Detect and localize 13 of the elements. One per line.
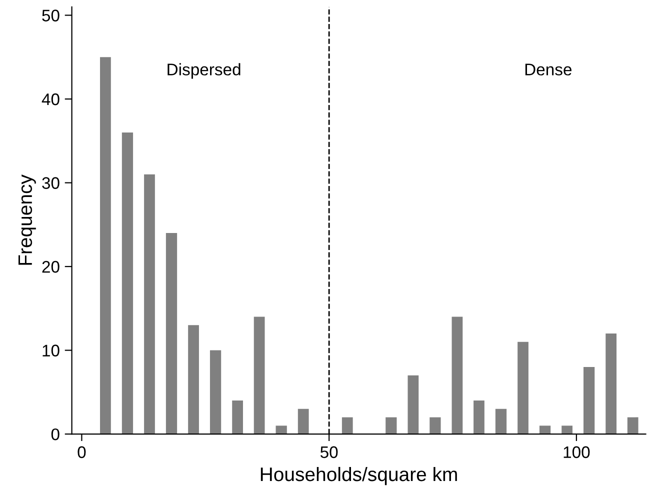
annotation: Dispersed xyxy=(168,63,240,79)
x-tick-label: 0 xyxy=(78,446,86,458)
x-axis-title: Households/square km xyxy=(260,466,457,486)
y-tick-label: 20 xyxy=(42,260,60,273)
y-tick-label: 50 xyxy=(42,10,60,22)
x-tick-label: 100 xyxy=(564,446,590,458)
y-tick-label: 30 xyxy=(42,177,60,189)
y-tick-label: 40 xyxy=(42,93,60,106)
y-axis-title: Frequency xyxy=(18,174,36,265)
y-tick-label: 0 xyxy=(51,428,60,440)
y-tick-label: 10 xyxy=(42,344,60,356)
x-tick-label: 50 xyxy=(320,446,338,458)
annotation: Dense xyxy=(525,64,572,76)
